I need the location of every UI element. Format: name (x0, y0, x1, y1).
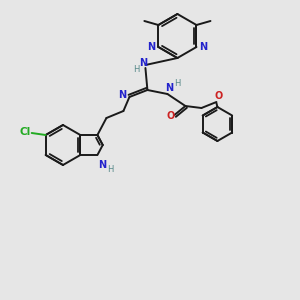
Text: N: N (118, 90, 127, 100)
Text: O: O (166, 111, 175, 121)
Text: Cl: Cl (19, 127, 30, 137)
Text: N: N (200, 42, 208, 52)
Text: H: H (133, 64, 140, 74)
Text: H: H (107, 166, 114, 175)
Text: N: N (147, 42, 155, 52)
Text: O: O (214, 91, 223, 101)
Text: N: N (165, 83, 173, 93)
Text: H: H (174, 79, 181, 88)
Text: N: N (98, 160, 106, 170)
Text: N: N (140, 58, 148, 68)
